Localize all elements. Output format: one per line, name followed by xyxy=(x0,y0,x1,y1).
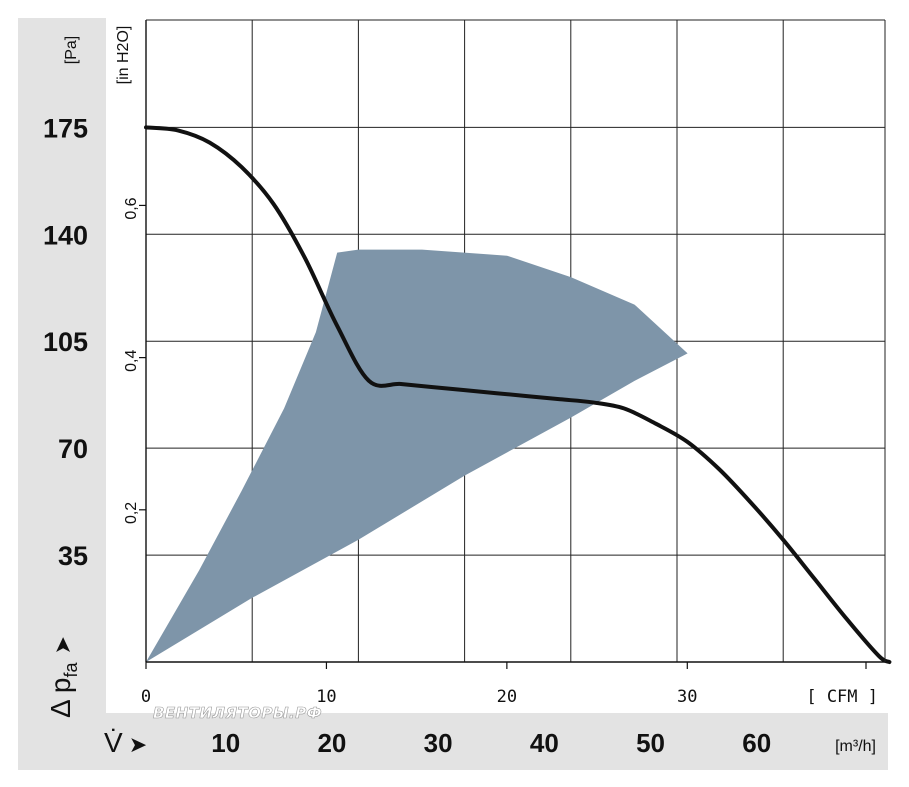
cfm-unit-label: [ CFM ] xyxy=(806,687,878,707)
plot-frame xyxy=(139,19,886,669)
inh2o-tick-label: 0,6 xyxy=(123,197,140,219)
y-axis-symbol: Δ pfa ➤ xyxy=(45,636,81,718)
inh2o-tick-label: 0,2 xyxy=(123,502,140,524)
delta-p-symbol: Δ p xyxy=(45,677,76,718)
y-axis-arrow-icon: ➤ xyxy=(50,636,75,654)
m3h-unit-label: [m³/h] xyxy=(835,738,876,755)
v-dot-symbol: V̇ xyxy=(104,727,123,758)
m3h-tick-label: 20 xyxy=(317,728,346,758)
fa-subscript: fa xyxy=(61,661,81,677)
m3h-tick-label: 10 xyxy=(211,728,240,758)
pa-tick-label: 105 xyxy=(43,327,88,357)
pa-tick-label: 70 xyxy=(58,434,88,464)
m3h-tick-label: 30 xyxy=(424,728,453,758)
cfm-tick-label: 0 xyxy=(141,687,151,707)
inh2o-unit-label: [in H2O] xyxy=(115,26,132,85)
bottom-axis-band xyxy=(18,713,888,770)
inh2o-tick-group: 0,4 xyxy=(123,350,140,372)
m3h-tick-label: 60 xyxy=(742,728,771,758)
x-axis-arrow-icon: ➤ xyxy=(129,732,147,757)
pa-tick-label: 175 xyxy=(43,113,88,143)
cfm-tick-label: 10 xyxy=(316,687,336,707)
m3h-tick-label: 40 xyxy=(530,728,559,758)
pa-tick-label: 35 xyxy=(58,541,88,571)
inh2o-tick-group: 0,6 xyxy=(123,197,140,219)
svg-text:Δ pfa➤: Δ pfa ➤ xyxy=(45,636,81,718)
inh2o-tick-label: 0,4 xyxy=(123,350,140,372)
inh2o-tick-group: 0,2 xyxy=(123,502,140,524)
svg-text:[in H2O]: [in H2O] xyxy=(115,26,132,85)
fan-curve-line xyxy=(144,125,892,664)
svg-text:[Pa]: [Pa] xyxy=(63,36,80,64)
left-axis-band xyxy=(18,18,106,713)
axis-labels: 35 70 105 140 175 0,2 0,4 0,6 0 10 20 30 10 20 30 40 50 6… xyxy=(43,113,771,758)
cfm-tick-label: 20 xyxy=(497,687,517,707)
cfm-tick-label: 30 xyxy=(677,687,697,707)
x-axis-symbol: V̇ ➤ xyxy=(104,727,147,758)
operating-range-area xyxy=(146,249,688,662)
pa-unit-label: [Pa] xyxy=(63,36,80,64)
m3h-tick-label: 50 xyxy=(636,728,665,758)
pa-tick-label: 140 xyxy=(43,220,88,250)
watermark-text: ВЕНТИЛЯТОРЫ.РФ xyxy=(153,704,322,722)
